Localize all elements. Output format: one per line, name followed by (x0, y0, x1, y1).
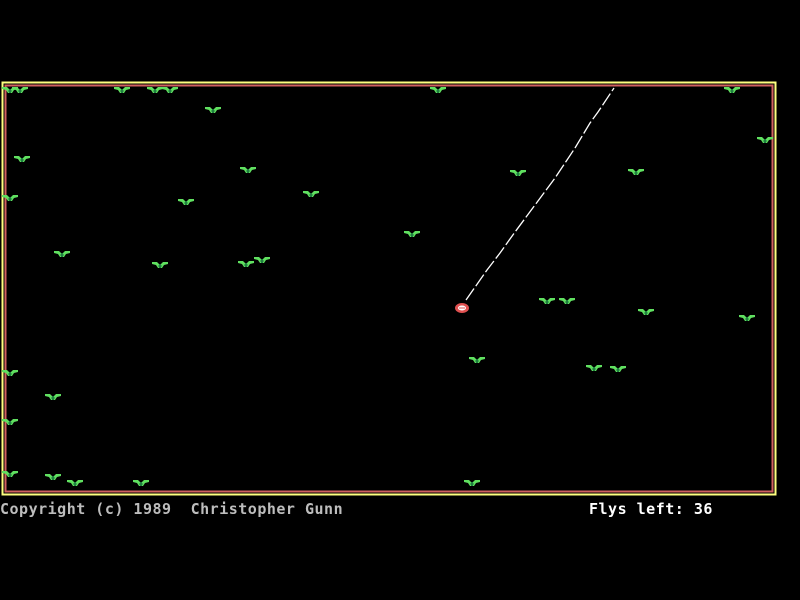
flys-left-value: 36 (693, 500, 713, 518)
fly-icon[interactable] (464, 480, 480, 486)
fly-icon[interactable] (147, 87, 163, 93)
fly-icon[interactable] (724, 87, 740, 93)
flies-layer (2, 87, 773, 486)
fly-icon[interactable] (559, 298, 575, 304)
fly-icon[interactable] (14, 156, 30, 162)
fly-icon[interactable] (45, 474, 61, 480)
fly-icon[interactable] (586, 365, 602, 371)
fly-icon[interactable] (67, 480, 83, 486)
fly-icon[interactable] (539, 298, 555, 304)
fly-icon[interactable] (238, 261, 254, 267)
fly-icon[interactable] (152, 262, 168, 268)
fly-icon[interactable] (45, 394, 61, 400)
fly-icon[interactable] (162, 87, 178, 93)
fly-icon[interactable] (2, 471, 18, 477)
flys-left-counter: Flys left: 36 (589, 500, 713, 518)
fly-icon[interactable] (757, 137, 773, 143)
fly-icon[interactable] (739, 315, 755, 321)
fly-icon[interactable] (12, 87, 28, 93)
fly-icon[interactable] (303, 191, 319, 197)
border-outer (1, 81, 777, 496)
fly-icon[interactable] (2, 370, 18, 376)
fly-icon[interactable] (240, 167, 256, 173)
fly-icon[interactable] (254, 257, 270, 263)
fly-icon[interactable] (610, 366, 626, 372)
fly-icon[interactable] (469, 357, 485, 363)
copyright-text: Copyright (c) 1989 Christopher Gunn (0, 500, 344, 518)
fly-icon[interactable] (2, 195, 18, 201)
fly-icon[interactable] (133, 480, 149, 486)
frog-icon[interactable] (455, 303, 469, 313)
fly-icon[interactable] (628, 169, 644, 175)
fly-icon[interactable] (638, 309, 654, 315)
fly-icon[interactable] (430, 87, 446, 93)
fly-icon[interactable] (178, 199, 194, 205)
fly-icon[interactable] (510, 170, 526, 176)
border-inner (4, 84, 774, 493)
fly-icon[interactable] (2, 419, 18, 425)
fly-icon[interactable] (54, 251, 70, 257)
fly-icon[interactable] (404, 231, 420, 237)
frog-tongue (465, 87, 615, 301)
fly-icon[interactable] (205, 107, 221, 113)
flys-left-label: Flys left: (589, 500, 685, 518)
fly-icon[interactable] (114, 87, 130, 93)
